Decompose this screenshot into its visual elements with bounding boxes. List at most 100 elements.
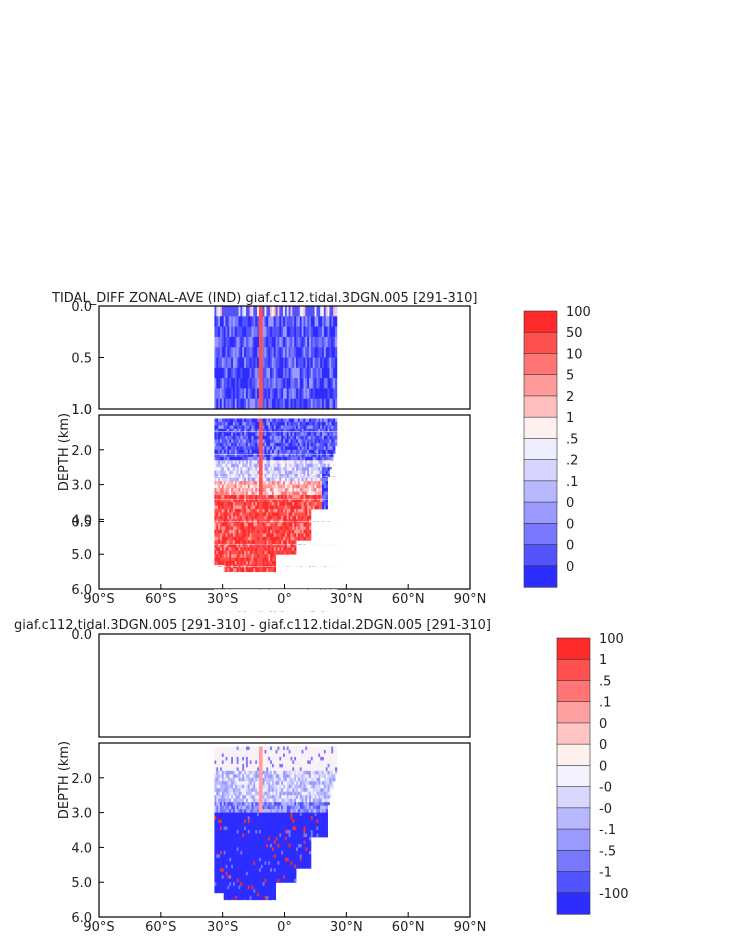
heatmap-cell — [262, 357, 265, 369]
heatmap-cell — [244, 512, 247, 517]
heatmap-cell — [216, 515, 219, 520]
heatmap-cell — [253, 499, 256, 500]
heatmap-cell — [309, 418, 312, 423]
heatmap-cell — [258, 854, 262, 859]
heatmap-cell — [218, 536, 221, 541]
heatmap-cell — [258, 543, 262, 548]
heatmap-cell — [257, 557, 260, 562]
heatmap-cell — [266, 830, 269, 834]
heatmap-cell — [229, 878, 232, 883]
heatmap-cell — [249, 543, 252, 548]
heatmap-cell — [238, 499, 241, 500]
heatmap-cell — [271, 589, 275, 590]
heatmap-cell — [229, 854, 232, 859]
heatmap-cell — [258, 823, 262, 827]
heatmap-cell — [322, 306, 325, 317]
heatmap-cell — [286, 418, 290, 423]
heatmap-cell — [218, 788, 221, 793]
heatmap-cell — [242, 784, 245, 789]
heatmap-cell — [281, 425, 284, 430]
heatmap-cell — [244, 885, 247, 890]
heatmap-cell — [231, 316, 234, 327]
heatmap-cell — [238, 446, 241, 451]
heatmap-cell — [331, 428, 334, 433]
heatmap-cell — [245, 498, 249, 503]
heatmap-cell — [255, 449, 258, 454]
heatmap-cell — [325, 316, 328, 327]
colorbar-swatch — [523, 353, 558, 376]
heatmap-cell — [257, 854, 260, 859]
heatmap-cell — [266, 378, 269, 389]
heatmap-cell — [258, 519, 262, 524]
heatmap-cell — [245, 746, 249, 751]
heatmap-cell — [307, 347, 310, 358]
heatmap-cell — [299, 519, 302, 524]
heatmap-cell — [307, 474, 310, 479]
heatmap-cell — [292, 378, 295, 389]
heatmap-cell — [219, 431, 223, 432]
heatmap-cell — [216, 449, 219, 454]
heatmap-cell — [310, 467, 314, 472]
heatmap-cell — [249, 498, 252, 503]
heatmap-cell — [255, 495, 258, 499]
heatmap-cell — [325, 336, 328, 348]
heatmap-cell — [255, 791, 258, 796]
heatmap-cell — [223, 367, 226, 379]
heatmap-cell — [264, 836, 267, 841]
heatmap-cell — [214, 463, 217, 468]
heatmap-cell — [316, 481, 319, 485]
heatmap-cell — [299, 522, 302, 527]
heatmap-cell — [232, 515, 236, 520]
heatmap-cell — [242, 495, 245, 499]
heatmap-cell — [219, 456, 223, 461]
heatmap-cell — [219, 543, 223, 548]
heatmap-cell — [268, 840, 271, 845]
heatmap-cell — [307, 398, 310, 410]
heatmap-cell — [283, 512, 286, 517]
heatmap-cell — [266, 446, 269, 451]
heatmap-cell — [253, 861, 256, 866]
heatmap-cell — [273, 746, 277, 751]
heatmap-cell — [325, 357, 328, 369]
heatmap-cell — [262, 568, 265, 572]
heatmap-cell — [260, 367, 264, 379]
heatmap-cell — [242, 499, 245, 500]
heatmap-cell — [238, 830, 241, 834]
heatmap-cell — [234, 544, 238, 545]
heatmap-cell — [260, 428, 264, 433]
heatmap-cell — [242, 476, 245, 477]
heatmap-cell — [270, 357, 273, 369]
heatmap-cell — [258, 488, 262, 492]
heatmap-cell — [218, 763, 221, 768]
heatmap-cell — [229, 550, 232, 555]
heatmap-cell — [320, 446, 323, 451]
heatmap-cell — [255, 388, 258, 400]
heatmap-cell — [245, 770, 249, 775]
heatmap-cell — [323, 502, 327, 506]
heatmap-cell — [253, 470, 256, 475]
heatmap-cell — [227, 454, 230, 455]
heatmap-cell — [216, 428, 219, 433]
heatmap-cell — [323, 347, 327, 358]
heatmap-cell — [257, 505, 260, 510]
heatmap-cell — [223, 875, 226, 880]
heatmap-cell — [266, 512, 269, 517]
heatmap-cell — [234, 791, 238, 796]
heatmap-cell — [273, 357, 277, 369]
heatmap-cell — [231, 857, 234, 862]
heatmap-cell — [260, 816, 264, 820]
heatmap-cell — [271, 749, 275, 754]
heatmap-cell — [268, 823, 271, 827]
heatmap-cell — [294, 550, 297, 555]
heatmap-cell — [260, 795, 264, 800]
heatmap-cell — [286, 488, 290, 492]
heatmap-cell — [225, 857, 228, 862]
heatmap-cell — [231, 868, 234, 873]
heatmap-cell — [310, 456, 314, 461]
heatmap-cell — [255, 812, 258, 817]
heatmap-cell — [284, 502, 288, 506]
heatmap-cell — [307, 446, 310, 451]
heatmap-cell — [214, 826, 217, 831]
heatmap-cell — [255, 547, 258, 552]
heatmap-cell — [219, 398, 223, 410]
